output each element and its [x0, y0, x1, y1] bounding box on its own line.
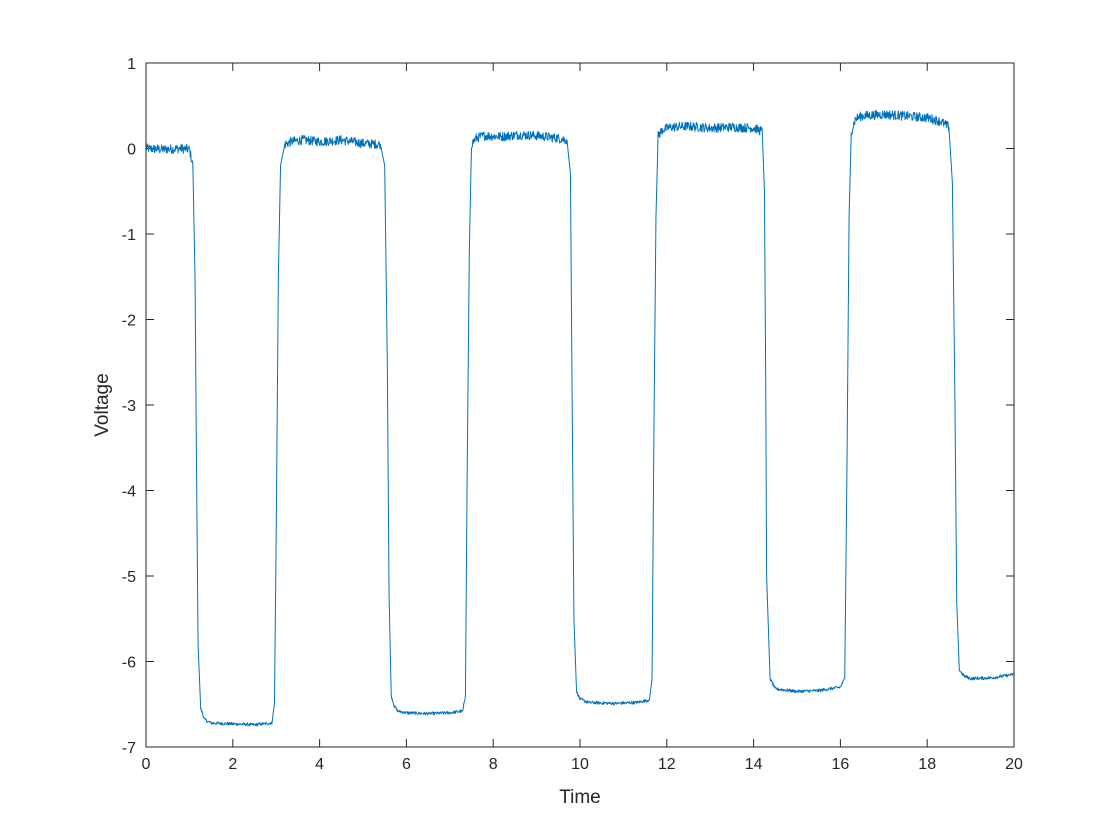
series-line-voltage	[145, 109, 1015, 727]
x-tick-label: 12	[658, 756, 676, 773]
axes-box	[145, 62, 1015, 748]
y-tick-label: -5	[122, 569, 136, 586]
x-tick-label: 10	[571, 756, 589, 773]
y-tick-label: -6	[122, 655, 136, 672]
x-tick-label: 20	[1005, 756, 1023, 773]
x-axis-label: Time	[559, 787, 601, 808]
y-axis-label: Voltage	[92, 373, 113, 436]
plot-area	[146, 63, 1014, 747]
y-tick-label: -7	[122, 740, 136, 757]
y-tick-label: -1	[122, 227, 136, 244]
y-tick-label: -4	[122, 484, 136, 501]
x-tick-label: 2	[228, 756, 237, 773]
y-tick-label: -2	[122, 313, 136, 330]
series-layer	[145, 109, 1015, 727]
x-tick-label: 14	[745, 756, 763, 773]
y-tick-label: 1	[127, 56, 136, 73]
y-tick-label: -3	[122, 398, 136, 415]
x-tick-label: 16	[832, 756, 850, 773]
y-tick-label: 0	[127, 142, 136, 159]
x-tick-label: 0	[142, 756, 151, 773]
x-tick-label: 18	[918, 756, 936, 773]
x-tick-label: 6	[402, 756, 411, 773]
x-tick-label: 4	[315, 756, 324, 773]
x-tick-label: 8	[489, 756, 498, 773]
